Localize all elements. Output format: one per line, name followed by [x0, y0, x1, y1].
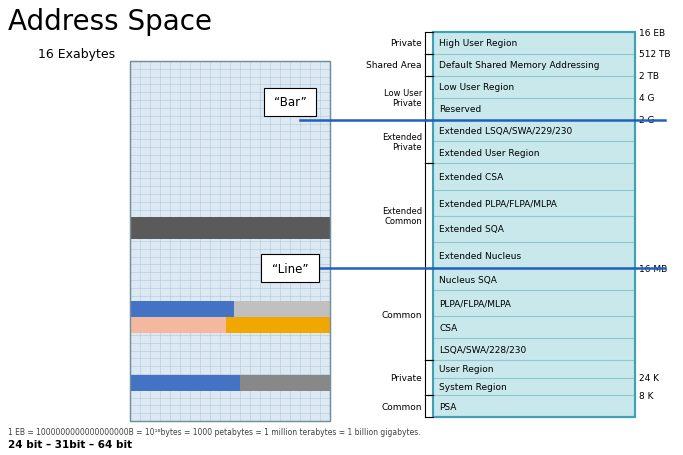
- Bar: [264, 88, 316, 116]
- Text: 1 EB = 1000000000000000000B = 10¹⁸bytes = 1000 petabytes = 1 million terabytes =: 1 EB = 1000000000000000000B = 10¹⁸bytes …: [8, 427, 421, 436]
- Text: Common: Common: [382, 402, 422, 411]
- Bar: [130, 62, 330, 421]
- Text: “Bar”: “Bar”: [274, 96, 307, 109]
- Text: System Region: System Region: [439, 382, 507, 391]
- Bar: [261, 255, 319, 283]
- Text: 24 K: 24 K: [639, 373, 659, 382]
- Text: Extended PLPA/FLPA/MLPA: Extended PLPA/FLPA/MLPA: [439, 199, 557, 207]
- Bar: [130, 375, 240, 391]
- Text: Private: Private: [390, 373, 422, 382]
- Text: Common: Common: [382, 310, 422, 319]
- Text: Extended
Private: Extended Private: [382, 132, 422, 152]
- Text: Extended Nucleus: Extended Nucleus: [439, 251, 521, 260]
- Text: CSA: CSA: [439, 323, 457, 332]
- Bar: [234, 301, 330, 317]
- Bar: [433, 33, 635, 417]
- Text: Extended
Common: Extended Common: [382, 207, 422, 226]
- Bar: [226, 317, 330, 333]
- Text: 4 G: 4 G: [639, 94, 654, 103]
- Text: 2 G: 2 G: [639, 116, 654, 125]
- Text: “Line”: “Line”: [272, 262, 308, 275]
- Text: User Region: User Region: [439, 364, 494, 374]
- Bar: [130, 301, 234, 317]
- Bar: [240, 375, 330, 391]
- Text: Default Shared Memory Addressing: Default Shared Memory Addressing: [439, 61, 600, 70]
- Text: Low User Region: Low User Region: [439, 83, 514, 92]
- Text: 16 MB: 16 MB: [639, 264, 667, 273]
- Text: 8 K: 8 K: [639, 391, 654, 400]
- Text: 16 Exabytes: 16 Exabytes: [38, 48, 115, 61]
- Text: Reserved: Reserved: [439, 105, 482, 114]
- Text: 512 TB: 512 TB: [639, 50, 671, 59]
- Text: Extended CSA: Extended CSA: [439, 172, 503, 182]
- Bar: [433, 33, 635, 417]
- Text: 24 bit – 31bit – 64 bit: 24 bit – 31bit – 64 bit: [8, 439, 132, 449]
- Text: PSA: PSA: [439, 402, 456, 411]
- Bar: [130, 217, 330, 239]
- Text: Extended SQA: Extended SQA: [439, 225, 504, 234]
- Text: PLPA/FLPA/MLPA: PLPA/FLPA/MLPA: [439, 299, 511, 308]
- Text: Private: Private: [390, 39, 422, 48]
- Bar: [130, 317, 226, 333]
- Text: Address Space: Address Space: [8, 8, 212, 36]
- Text: Extended LSQA/SWA/229/230: Extended LSQA/SWA/229/230: [439, 126, 572, 136]
- Text: Nucleus SQA: Nucleus SQA: [439, 275, 497, 284]
- Bar: [130, 62, 330, 421]
- Text: Low User
Private: Low User Private: [384, 89, 422, 108]
- Text: LSQA/SWA/228/230: LSQA/SWA/228/230: [439, 345, 526, 354]
- Text: Extended User Region: Extended User Region: [439, 148, 540, 157]
- Text: Shared Area: Shared Area: [367, 61, 422, 70]
- Text: 16 EB: 16 EB: [639, 28, 665, 37]
- Text: 2 TB: 2 TB: [639, 72, 659, 81]
- Text: High User Region: High User Region: [439, 39, 517, 48]
